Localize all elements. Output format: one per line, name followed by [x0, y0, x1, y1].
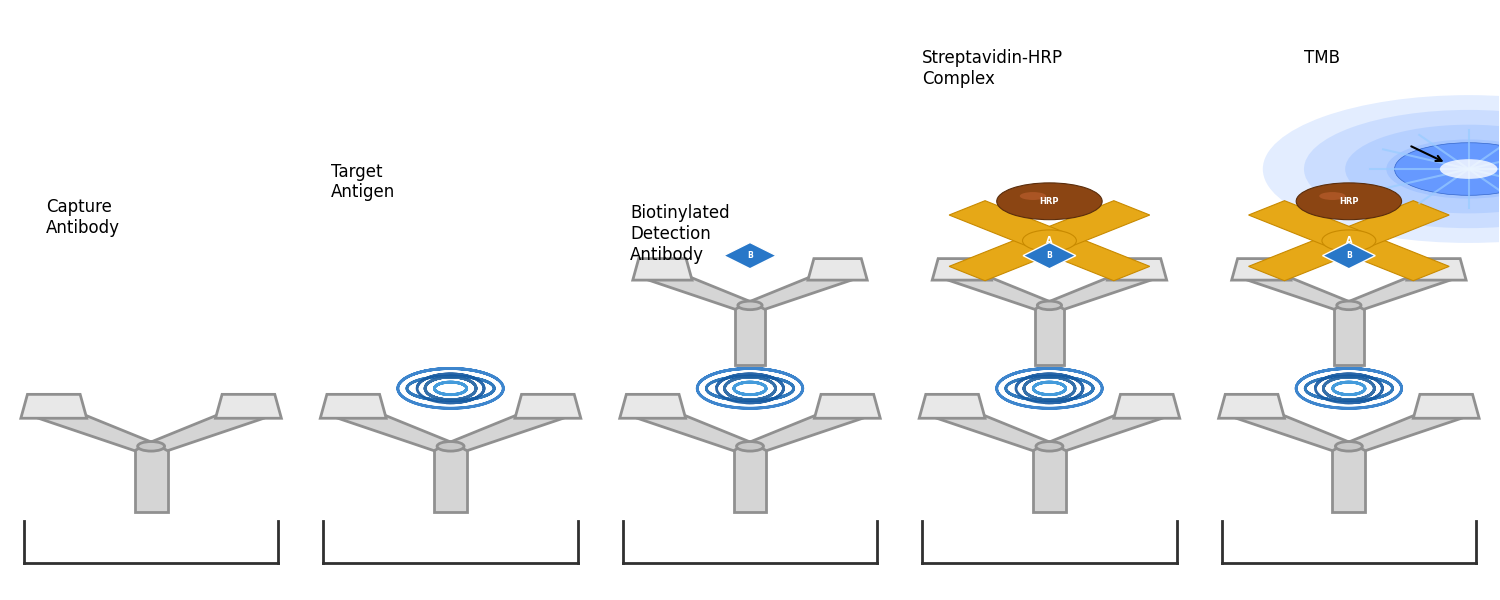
Polygon shape — [1248, 200, 1366, 248]
Text: B: B — [1346, 251, 1352, 260]
Polygon shape — [636, 409, 750, 451]
Ellipse shape — [1322, 230, 1376, 251]
Polygon shape — [620, 394, 686, 418]
Polygon shape — [950, 200, 1068, 248]
Polygon shape — [723, 242, 777, 269]
Polygon shape — [1348, 272, 1452, 310]
Ellipse shape — [436, 442, 463, 451]
Ellipse shape — [1023, 230, 1077, 251]
Polygon shape — [946, 272, 1050, 310]
Polygon shape — [514, 394, 580, 418]
Text: A: A — [1046, 236, 1053, 245]
Ellipse shape — [1036, 442, 1064, 451]
Polygon shape — [633, 259, 692, 280]
Ellipse shape — [1038, 301, 1062, 310]
Polygon shape — [1332, 446, 1365, 512]
Text: A: A — [1346, 236, 1352, 245]
Polygon shape — [1107, 259, 1167, 280]
Polygon shape — [450, 409, 564, 451]
Polygon shape — [1032, 233, 1150, 281]
Ellipse shape — [1440, 159, 1497, 179]
Text: Target
Antigen: Target Antigen — [332, 163, 394, 202]
Ellipse shape — [736, 442, 764, 451]
Polygon shape — [21, 394, 87, 418]
Polygon shape — [433, 446, 466, 512]
Ellipse shape — [1318, 192, 1346, 200]
Polygon shape — [1246, 272, 1348, 310]
Polygon shape — [1218, 394, 1284, 418]
Text: B: B — [1047, 251, 1053, 260]
Polygon shape — [1034, 446, 1066, 512]
Text: Capture
Antibody: Capture Antibody — [46, 199, 120, 237]
Text: Biotinylated
Detection
Antibody: Biotinylated Detection Antibody — [630, 205, 730, 264]
Polygon shape — [1413, 394, 1479, 418]
Polygon shape — [1234, 409, 1348, 451]
Polygon shape — [321, 394, 386, 418]
Ellipse shape — [1020, 192, 1046, 200]
Ellipse shape — [738, 301, 762, 310]
Text: TMB: TMB — [1304, 49, 1340, 67]
Polygon shape — [1050, 272, 1152, 310]
Polygon shape — [1232, 259, 1292, 280]
Text: HRP: HRP — [1040, 197, 1059, 206]
Polygon shape — [1035, 305, 1065, 365]
Ellipse shape — [1304, 110, 1500, 228]
Polygon shape — [1248, 233, 1366, 281]
Polygon shape — [1334, 305, 1364, 365]
Ellipse shape — [1263, 95, 1500, 243]
Text: B: B — [747, 251, 753, 260]
Ellipse shape — [1296, 183, 1401, 220]
Ellipse shape — [1336, 301, 1360, 310]
Text: B: B — [1047, 274, 1052, 280]
Polygon shape — [815, 394, 880, 418]
Ellipse shape — [1386, 139, 1500, 199]
Polygon shape — [735, 305, 765, 365]
Polygon shape — [734, 446, 766, 512]
Ellipse shape — [1346, 125, 1500, 214]
Polygon shape — [38, 409, 152, 451]
Polygon shape — [1023, 242, 1076, 269]
Ellipse shape — [1395, 143, 1500, 196]
Text: Streptavidin-HRP
Complex: Streptavidin-HRP Complex — [922, 49, 1064, 88]
Polygon shape — [1330, 200, 1449, 248]
Ellipse shape — [138, 442, 165, 451]
Text: B: B — [1347, 274, 1352, 280]
Polygon shape — [932, 259, 992, 280]
Polygon shape — [950, 233, 1068, 281]
Polygon shape — [338, 409, 450, 451]
Polygon shape — [920, 394, 986, 418]
Polygon shape — [1407, 259, 1466, 280]
Polygon shape — [1050, 409, 1162, 451]
Ellipse shape — [996, 183, 1102, 220]
Polygon shape — [750, 272, 852, 310]
Text: HRP: HRP — [1340, 197, 1359, 206]
Polygon shape — [1114, 394, 1179, 418]
Polygon shape — [1348, 409, 1462, 451]
Polygon shape — [152, 409, 266, 451]
Polygon shape — [936, 409, 1050, 451]
Polygon shape — [1032, 200, 1150, 248]
Ellipse shape — [1335, 442, 1362, 451]
Ellipse shape — [1428, 154, 1500, 184]
Polygon shape — [648, 272, 750, 310]
Polygon shape — [216, 394, 282, 418]
Polygon shape — [1330, 233, 1449, 281]
Polygon shape — [135, 446, 168, 512]
Polygon shape — [1323, 242, 1376, 269]
Polygon shape — [750, 409, 864, 451]
Polygon shape — [808, 259, 867, 280]
